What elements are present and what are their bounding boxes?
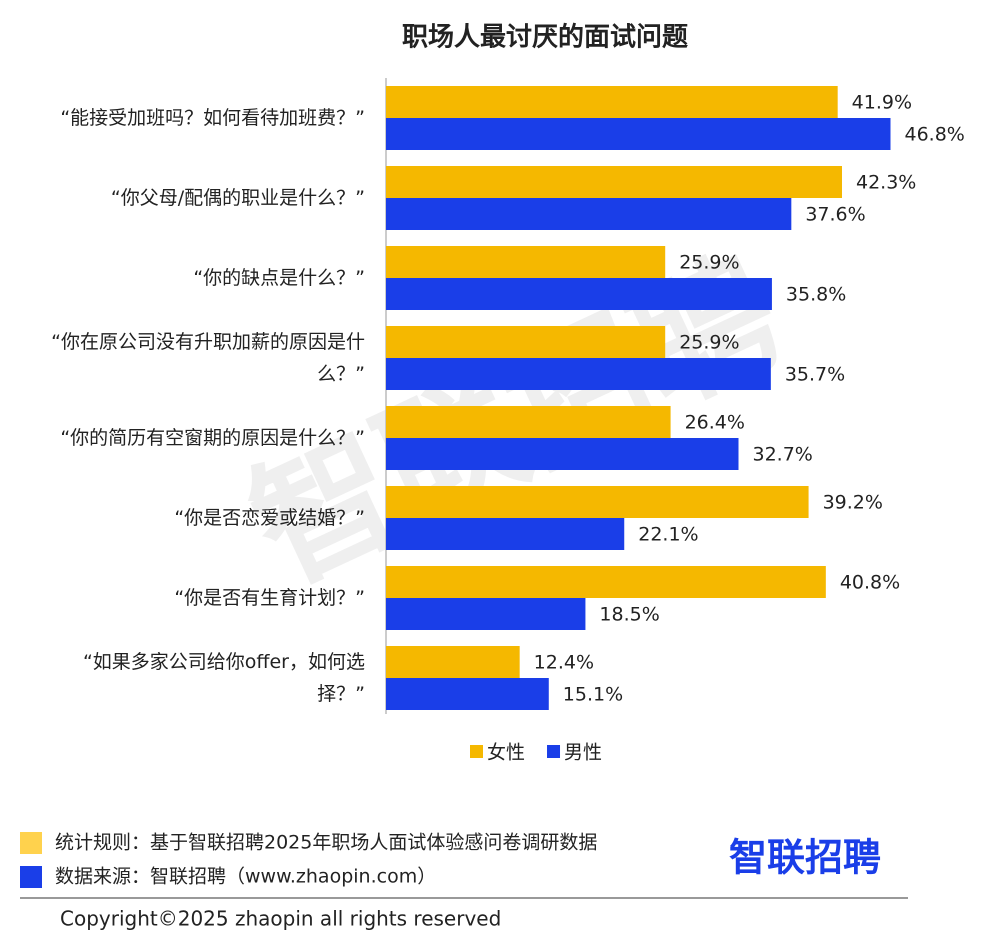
value-label: 25.9%	[679, 252, 739, 274]
bar	[386, 598, 586, 630]
category-label: “你是否有生育计划？”	[174, 587, 365, 609]
category-label: “你的简历有空窗期的原因是什么？”	[60, 427, 365, 449]
bar	[386, 646, 520, 678]
copyright: Copyright©2025 zhaopin all rights reserv…	[60, 907, 501, 931]
chart-title: 职场人最讨厌的面试问题	[402, 22, 688, 53]
logo: 智联招聘	[729, 836, 881, 880]
bar	[386, 166, 842, 198]
legend-label: 男性	[564, 742, 602, 764]
bar	[386, 678, 549, 710]
bar	[386, 86, 838, 118]
bar	[386, 438, 739, 470]
value-label: 32.7%	[753, 444, 813, 466]
category-label: “你在原公司没有升职加薪的原因是什么？”	[51, 331, 365, 385]
value-label: 37.6%	[805, 204, 865, 226]
legend-swatch	[547, 745, 561, 758]
value-label: 35.7%	[785, 364, 845, 386]
value-label: 39.2%	[823, 492, 883, 514]
note: 数据来源：智联招聘（www.zhaopin.com）	[55, 866, 436, 888]
value-label: 15.1%	[563, 684, 623, 706]
note-swatch	[20, 832, 42, 854]
bar	[386, 406, 671, 438]
bar	[386, 118, 891, 150]
value-label: 22.1%	[638, 524, 698, 546]
category-label: “你的缺点是什么？”	[193, 267, 365, 289]
note-swatch	[20, 866, 42, 888]
value-label: 42.3%	[856, 172, 916, 194]
value-label: 26.4%	[685, 412, 745, 434]
bar	[386, 518, 625, 550]
value-label: 18.5%	[599, 604, 659, 626]
category-label: “你父母/配偶的职业是什么？”	[110, 187, 365, 209]
bar	[386, 486, 809, 518]
bar	[386, 358, 771, 390]
bar	[386, 198, 792, 230]
bar	[386, 246, 666, 278]
value-label: 35.8%	[786, 284, 846, 306]
category-label: “能接受加班吗？如何看待加班费？”	[60, 107, 365, 129]
value-label: 12.4%	[534, 652, 594, 674]
bar	[386, 278, 772, 310]
legend-swatch	[470, 745, 483, 758]
value-label: 25.9%	[679, 332, 739, 354]
legend-label: 女性	[487, 742, 525, 764]
category-label: “如果多家公司给你offer，如何选择？”	[82, 651, 365, 705]
bar	[386, 566, 826, 598]
category-label: “你是否恋爱或结婚？”	[174, 507, 365, 529]
value-label: 41.9%	[852, 92, 912, 114]
note: 统计规则：基于智联招聘2025年职场人面试体验感问卷调研数据	[55, 832, 597, 854]
value-label: 46.8%	[905, 124, 965, 146]
value-label: 40.8%	[840, 572, 900, 594]
bar	[386, 326, 666, 358]
